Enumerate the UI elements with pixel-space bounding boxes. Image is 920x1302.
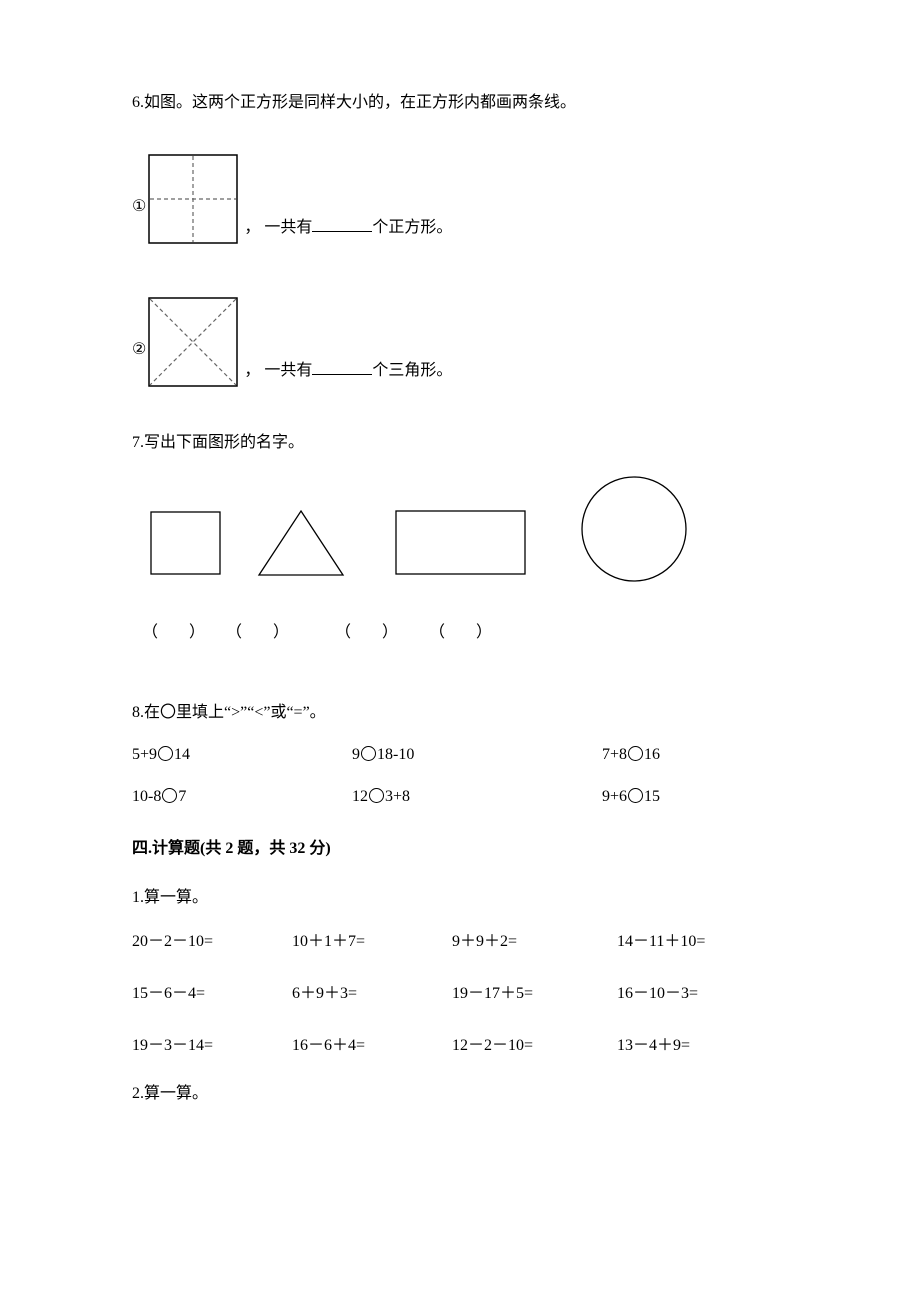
label-spacer-2 [206,618,226,642]
shape-triangle [257,509,345,582]
calc-cell: 9＋9＋2= [452,927,617,951]
shape-square [150,511,221,580]
q8-title: 8.在〇里填上“>”“<”或“=”。 [132,698,788,728]
q8-cell: 7+8 16 [602,746,782,764]
shape-label-4[interactable]: （ ） [429,618,493,642]
q6-blank-2[interactable] [312,359,372,375]
calc-cell: 15－6－4= [132,979,292,1003]
q8-rhs: 7 [178,788,186,805]
q6-item-2: ② ， 一共有 个三角形。 [132,297,788,392]
calc-cell: 12－2－10= [452,1031,617,1055]
s4-q1-title: 1.算一算。 [132,883,788,907]
q8-rhs: 14 [174,746,190,763]
section4-title: 四.计算题(共 2 题，共 32 分) [132,834,788,864]
s4-q2-title: 2.算一算。 [132,1079,788,1103]
q6-item-1: ① ， 一共有 个正方形。 [132,154,788,249]
q6-title: 6.如图。这两个正方形是同样大小的，在正方形内都画两条线。 [132,88,788,118]
q8-cell: 10-8 7 [132,788,352,806]
q8-rhs: 18-10 [377,746,414,763]
q6-item1-unit: 个正方形。 [372,219,452,236]
q6-item2-prefix: ， 一共有 [244,362,312,379]
q8-rhs: 16 [644,746,660,763]
shape-circle [580,475,688,588]
shape-label-2[interactable]: （ ） [226,618,290,642]
calc-cell: 19－3－14= [132,1031,292,1055]
shape-label-3[interactable]: （ ） [335,618,399,642]
q6-item2-text: ， 一共有 个三角形。 [244,356,452,380]
q6-item2-unit: 个三角形。 [372,362,452,379]
shapes-row [132,503,788,588]
shape-labels: （ ） （ ） （ ） （ ） [132,618,788,642]
compare-circle-icon[interactable] [162,788,177,803]
label-spacer-3 [290,618,335,642]
compare-circle-icon[interactable] [361,746,376,761]
q8-lhs: 9+6 [602,788,627,805]
q8-lhs: 5+9 [132,746,157,763]
q6-item1-num: ① [132,199,146,215]
q8-rhs: 15 [644,788,660,805]
q6-blank-1[interactable] [312,216,372,232]
q8-lhs: 12 [352,788,368,805]
shape-label-1[interactable]: （ ） [142,618,206,642]
calc-cell: 10＋1＋7= [292,927,452,951]
calc-cell: 16－10－3= [617,979,782,1003]
calc-cell: 19－17＋5= [452,979,617,1003]
calc-cell: 20－2－10= [132,927,292,951]
calc-cell: 14－11＋10= [617,927,782,951]
q6-item2-num: ② [132,342,146,358]
q8-cell: 12 3+8 [352,788,602,806]
q6-figure-1 [148,154,238,249]
q8-cell: 9 18-10 [352,746,602,764]
q8-lhs: 9 [352,746,360,763]
calc-cell: 16－6＋4= [292,1031,452,1055]
q8-lhs: 7+8 [602,746,627,763]
q8-lhs: 10-8 [132,788,161,805]
compare-circle-icon[interactable] [369,788,384,803]
q6-item1-text: ， 一共有 个正方形。 [244,213,452,237]
q6-item1-prefix: ， 一共有 [244,219,312,236]
q8-grid: 5+9 14 9 18-10 7+8 16 10-8 7 12 3+8 9+6 15 [132,746,788,806]
calc-cell: 6＋9＋3= [292,979,452,1003]
compare-circle-icon[interactable] [628,746,643,761]
q8-cell: 9+6 15 [602,788,782,806]
q6-figure-2 [148,297,238,392]
label-spacer-4 [399,618,429,642]
compare-circle-icon[interactable] [158,746,173,761]
q8-rhs: 3+8 [385,788,410,805]
q7-title: 7.写出下面图形的名字。 [132,428,788,458]
q8-cell: 5+9 14 [132,746,352,764]
shape-rectangle [395,510,526,580]
worksheet-page: 6.如图。这两个正方形是同样大小的，在正方形内都画两条线。 ① ， 一共有 个正方… [0,0,920,1302]
compare-circle-icon[interactable] [628,788,643,803]
calc-cell: 13－4＋9= [617,1031,782,1055]
label-spacer-1 [132,618,142,642]
calc-grid: 20－2－10= 10＋1＋7= 9＋9＋2= 14－11＋10= 15－6－4… [132,927,788,1055]
